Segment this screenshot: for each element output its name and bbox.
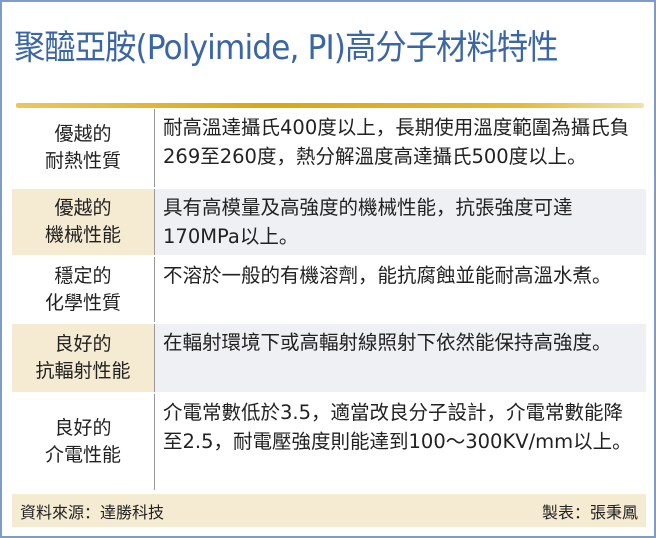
table-row-chemical: 穩定的 化學性質 不溶於一般的有機溶劑，能抗腐蝕並能耐高溫水煮。: [12, 257, 646, 322]
source-text: 資料來源：達勝科技: [20, 502, 165, 522]
credit-text: 製表：張秉鳳: [541, 502, 638, 522]
row-label: 良好的 抗輻射性能: [12, 324, 155, 392]
properties-table: 優越的 耐熱性質 耐高溫達攝氏400度以上，長期使用溫度範圍為攝氏負269至260…: [12, 109, 646, 492]
page-title: 聚醯亞胺(Polyimide, PI)高分子材料特性: [14, 28, 559, 68]
row-label: 良好的 介電性能: [12, 394, 155, 490]
footer: 資料來源：達勝科技 製表：張秉鳳: [12, 494, 646, 527]
row-description: 耐高溫達攝氏400度以上，長期使用溫度範圍為攝氏負269至260度，熱分解溫度高…: [163, 116, 630, 168]
row-label: 優越的 耐熱性質: [12, 109, 155, 187]
row-label: 優越的 機械性能: [12, 189, 155, 255]
row-description: 在輻射環境下或高輻射線照射下依然能保持高強度。: [155, 324, 646, 392]
row-description: 具有高模量及高強度的機械性能，抗張強度可達170MPa以上。: [155, 189, 646, 255]
row-description: 不溶於一般的有機溶劑，能抗腐蝕並能耐高溫水煮。: [163, 264, 612, 287]
table-row-heat: 優越的 耐熱性質 耐高溫達攝氏400度以上，長期使用溫度範圍為攝氏負269至260…: [12, 109, 646, 187]
table-row-mechanical: 優越的 機械性能 具有高模量及高強度的機械性能，抗張強度可達170MPa以上。: [12, 189, 646, 255]
table-row-radiation: 良好的 抗輻射性能 在輻射環境下或高輻射線照射下依然能保持高強度。: [12, 324, 646, 392]
row-description: 介電常數低於3.5，適當改良分子設計，介電常數能降至2.5，耐電壓強度則能達到1…: [163, 401, 632, 453]
table-row-dielectric: 良好的 介電性能 介電常數低於3.5，適當改良分子設計，介電常數能降至2.5，耐電…: [12, 394, 646, 490]
gold-divider: [16, 103, 644, 108]
row-label: 穩定的 化學性質: [12, 257, 155, 322]
